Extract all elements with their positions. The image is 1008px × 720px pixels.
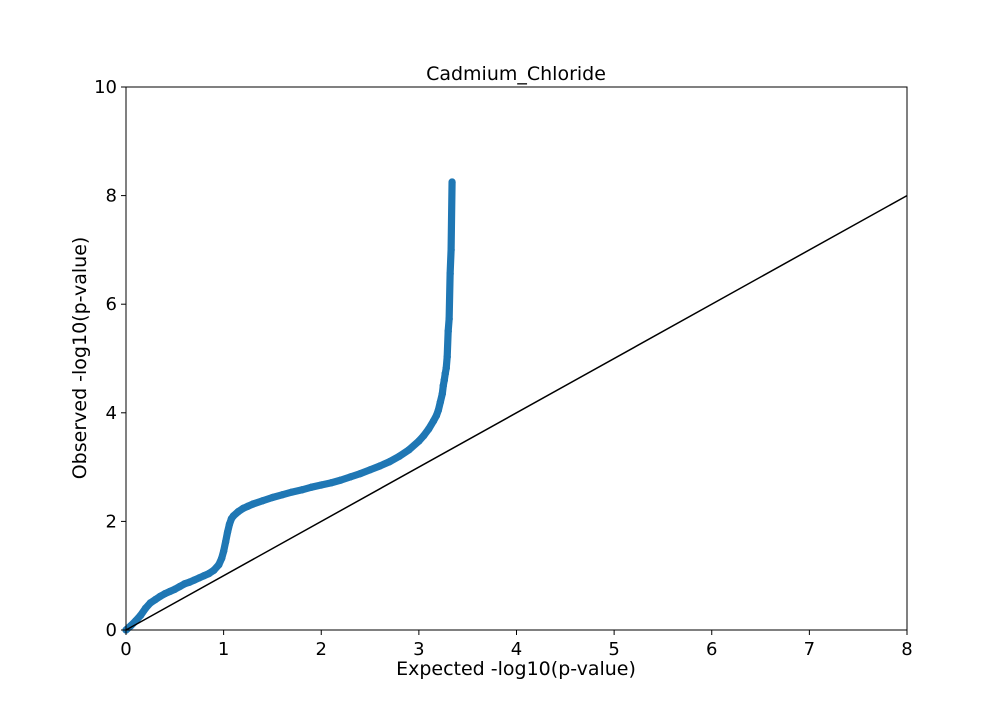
x-tick-label: 5 bbox=[608, 639, 619, 660]
y-ticks: 0 2 4 6 8 10 bbox=[94, 77, 126, 641]
y-tick-label: 4 bbox=[106, 403, 117, 424]
reference-line bbox=[125, 194, 908, 631]
points-layer bbox=[122, 178, 456, 634]
data-point-band bbox=[447, 178, 456, 254]
x-ticks: 0 1 2 3 4 5 6 7 8 bbox=[120, 630, 913, 660]
x-tick-label: 4 bbox=[511, 639, 522, 660]
y-tick-label: 10 bbox=[94, 77, 117, 98]
plot-frame bbox=[125, 86, 908, 631]
y-tick-label: 8 bbox=[106, 186, 117, 207]
x-axis-label: Expected -log10(p-value) bbox=[396, 658, 636, 680]
data-point-band bbox=[445, 270, 454, 323]
y-axis-label: Observed -log10(p-value) bbox=[69, 237, 91, 480]
x-tick-label: 7 bbox=[804, 639, 815, 660]
y-tick-label: 0 bbox=[106, 620, 117, 641]
data-point-band bbox=[446, 246, 455, 278]
x-tick-label: 0 bbox=[120, 639, 131, 660]
x-tick-label: 3 bbox=[413, 639, 424, 660]
y-tick-label: 2 bbox=[106, 511, 117, 532]
data-point-band bbox=[443, 327, 452, 361]
chart-title: Cadmium_Chloride bbox=[426, 63, 606, 85]
y-tick-label: 6 bbox=[106, 294, 117, 315]
x-tick-label: 2 bbox=[316, 639, 327, 660]
x-tick-label: 6 bbox=[706, 639, 717, 660]
x-tick-label: 1 bbox=[218, 639, 229, 660]
reference-line-layer bbox=[125, 194, 908, 631]
x-tick-label: 8 bbox=[901, 639, 912, 660]
